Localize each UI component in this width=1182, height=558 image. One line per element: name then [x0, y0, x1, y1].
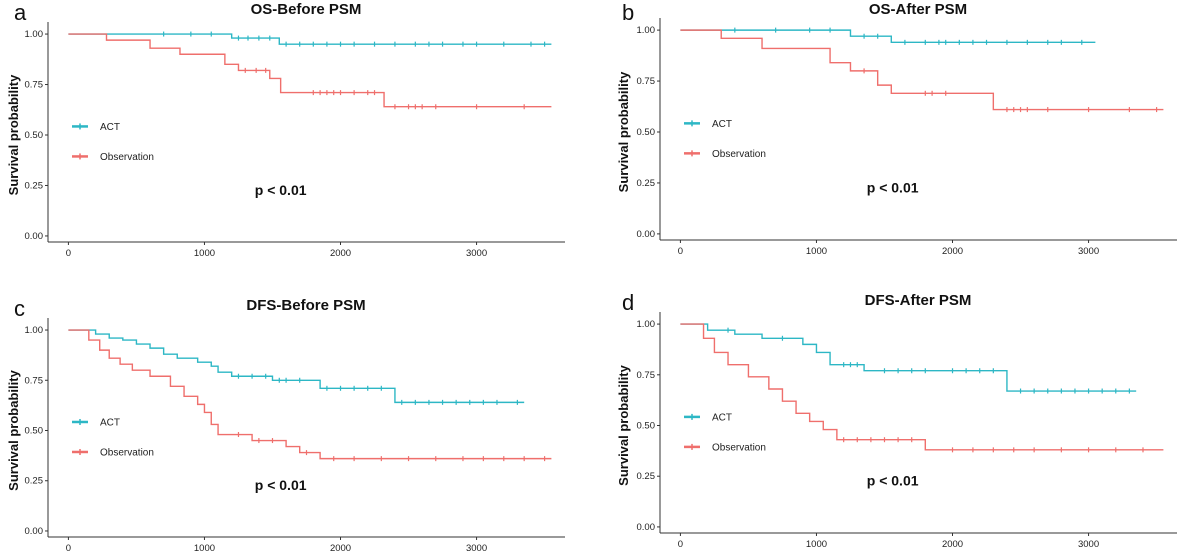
x-tick-label: 1000 — [194, 543, 215, 554]
legend-label-observation: Observation — [712, 149, 766, 160]
y-tick-label: 0.00 — [637, 522, 656, 533]
panel-letter: a — [14, 0, 27, 25]
x-tick-label: 2000 — [330, 248, 351, 259]
p-value-annotation: p < 0.01 — [255, 477, 307, 493]
legend-label-act: ACT — [100, 417, 120, 428]
km-curve-observation — [680, 323, 1164, 451]
km-curve-act — [680, 323, 1137, 392]
y-axis-label: Survival probability — [6, 369, 21, 490]
y-tick-label: 0.25 — [637, 178, 656, 189]
y-tick-label: 0.25 — [25, 476, 44, 487]
y-tick-label: 0.00 — [25, 231, 44, 242]
y-tick-label: 1.00 — [25, 325, 44, 336]
panel-title: DFS-Before PSM — [246, 297, 365, 314]
y-tick-label: 0.50 — [637, 127, 656, 138]
panel-a: a OS-Before PSM Survival probability 0.00 0.… — [6, 0, 565, 259]
y-tick-label: 1.00 — [637, 319, 656, 330]
x-tick-label: 0 — [678, 246, 683, 257]
x-tick-label: 1000 — [806, 246, 827, 257]
y-tick-label: 0.75 — [25, 80, 44, 91]
panel-title: OS-Before PSM — [251, 1, 362, 18]
y-tick-label: 0.50 — [25, 130, 44, 141]
legend-label-act: ACT — [712, 412, 732, 423]
y-tick-label: 1.00 — [637, 25, 656, 36]
y-tick-label: 0.00 — [25, 526, 44, 537]
x-tick-label: 0 — [66, 248, 71, 259]
y-tick-label: 0.75 — [637, 370, 656, 381]
x-tick-label: 2000 — [942, 246, 963, 257]
km-curve-act — [68, 329, 525, 404]
panel-letter: d — [622, 290, 634, 315]
y-tick-label: 0.50 — [637, 421, 656, 432]
panel-c: c DFS-Before PSM Survival probability 0.00 0… — [6, 296, 565, 554]
x-tick-label: 2000 — [942, 539, 963, 550]
p-value-annotation: p < 0.01 — [867, 473, 919, 489]
x-tick-label: 3000 — [1078, 539, 1099, 550]
x-tick-label: 1000 — [194, 248, 215, 259]
legend-label-observation: Observation — [100, 152, 154, 163]
km-curve-observation — [68, 329, 552, 460]
panel-letter: c — [14, 296, 25, 321]
panel-title: OS-After PSM — [869, 1, 967, 18]
legend-label-act: ACT — [100, 122, 120, 133]
y-tick-label: 0.25 — [637, 471, 656, 482]
panel-d: d DFS-After PSM Survival probability 0.00 0.… — [616, 290, 1177, 550]
x-tick-label: 3000 — [466, 248, 487, 259]
y-axis-label: Survival probability — [616, 71, 631, 192]
x-tick-label: 1000 — [806, 539, 827, 550]
km-curve-act — [68, 33, 552, 45]
panel-letter: b — [622, 0, 634, 25]
y-axis-label: Survival probability — [6, 74, 21, 195]
legend-label-act: ACT — [712, 119, 732, 130]
legend-label-observation: Observation — [100, 447, 154, 458]
panel-title: DFS-After PSM — [865, 292, 972, 309]
y-tick-label: 0.00 — [637, 229, 656, 240]
y-tick-label: 0.25 — [25, 180, 44, 191]
p-value-annotation: p < 0.01 — [867, 179, 919, 195]
legend-label-observation: Observation — [712, 442, 766, 453]
p-value-annotation: p < 0.01 — [255, 182, 307, 198]
y-tick-label: 1.00 — [25, 29, 44, 40]
km-curve-observation — [680, 29, 1164, 111]
y-axis-label: Survival probability — [616, 364, 631, 485]
x-tick-label: 3000 — [466, 543, 487, 554]
km-curve-act — [680, 29, 1096, 44]
y-tick-label: 0.75 — [25, 375, 44, 386]
y-tick-label: 0.75 — [637, 76, 656, 87]
x-tick-label: 0 — [66, 543, 71, 554]
x-tick-label: 3000 — [1078, 246, 1099, 257]
x-tick-label: 0 — [678, 539, 683, 550]
km-curve-observation — [68, 33, 552, 108]
panel-b: b OS-After PSM Survival probability 0.00 0.2… — [616, 0, 1177, 257]
x-tick-label: 2000 — [330, 543, 351, 554]
y-tick-label: 0.50 — [25, 426, 44, 437]
